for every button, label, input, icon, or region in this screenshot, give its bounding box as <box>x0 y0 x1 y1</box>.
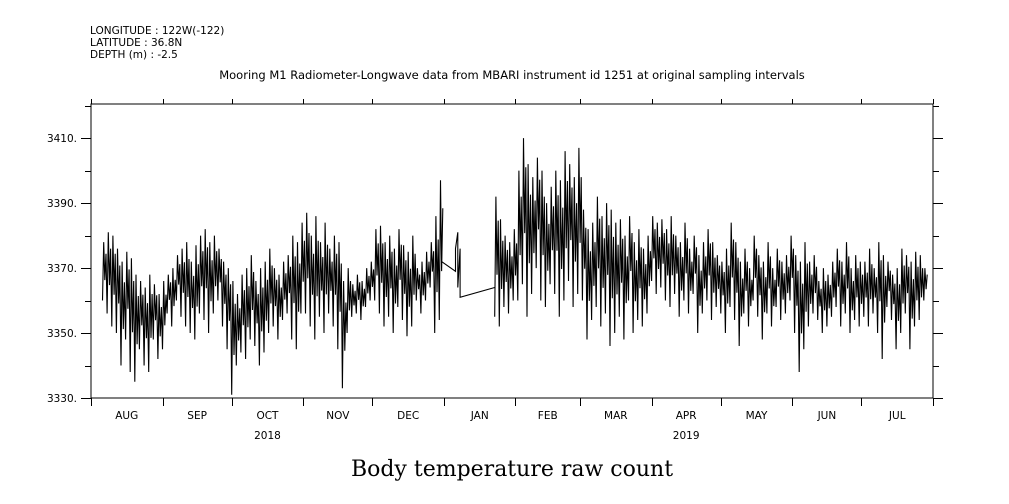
depth-label: DEPTH (m) : -2.5 <box>90 49 178 61</box>
data-series <box>101 138 928 395</box>
plot-frame <box>90 103 934 399</box>
series-line-segment-1 <box>101 180 444 395</box>
x-month-label: NOV <box>326 410 350 422</box>
x-month-label: JUN <box>817 410 837 422</box>
x-month-label: JAN <box>470 410 489 422</box>
y-tick-label: 3370. <box>47 263 77 275</box>
x-month-label: JUL <box>888 410 906 422</box>
x-month-label: FEB <box>538 410 558 422</box>
x-month-label: MAR <box>604 410 628 422</box>
series-line-segment-2 <box>494 138 928 373</box>
x-month-label: SEP <box>187 410 207 422</box>
x-month-label: DEC <box>397 410 419 422</box>
axes: 3330. 3350. 3370. 3390. 3410. AUG SEP OCT NOV DEC… <box>47 99 943 442</box>
chart-title: Mooring M1 Radiometer-Longwave data from… <box>219 68 805 82</box>
series-line-gap-connector <box>441 232 495 299</box>
x-year-label: 2018 <box>254 430 281 442</box>
y-tick-label: 3330. <box>47 393 77 405</box>
longitude-label: LONGITUDE : 122W(-122) <box>90 25 224 37</box>
x-month-label: APR <box>676 410 697 422</box>
y-tick-label: 3410. <box>47 133 77 145</box>
x-month-label: MAY <box>746 410 768 422</box>
x-month-label: OCT <box>256 410 279 422</box>
y-tick-label: 3350. <box>47 328 77 340</box>
y-tick-label: 3390. <box>47 198 77 210</box>
x-month-label: AUG <box>115 410 138 422</box>
y-variable-label: Body temperature raw count <box>351 457 673 482</box>
latitude-label: LATITUDE : 36.8N <box>90 37 182 49</box>
x-year-label: 2019 <box>673 430 700 442</box>
